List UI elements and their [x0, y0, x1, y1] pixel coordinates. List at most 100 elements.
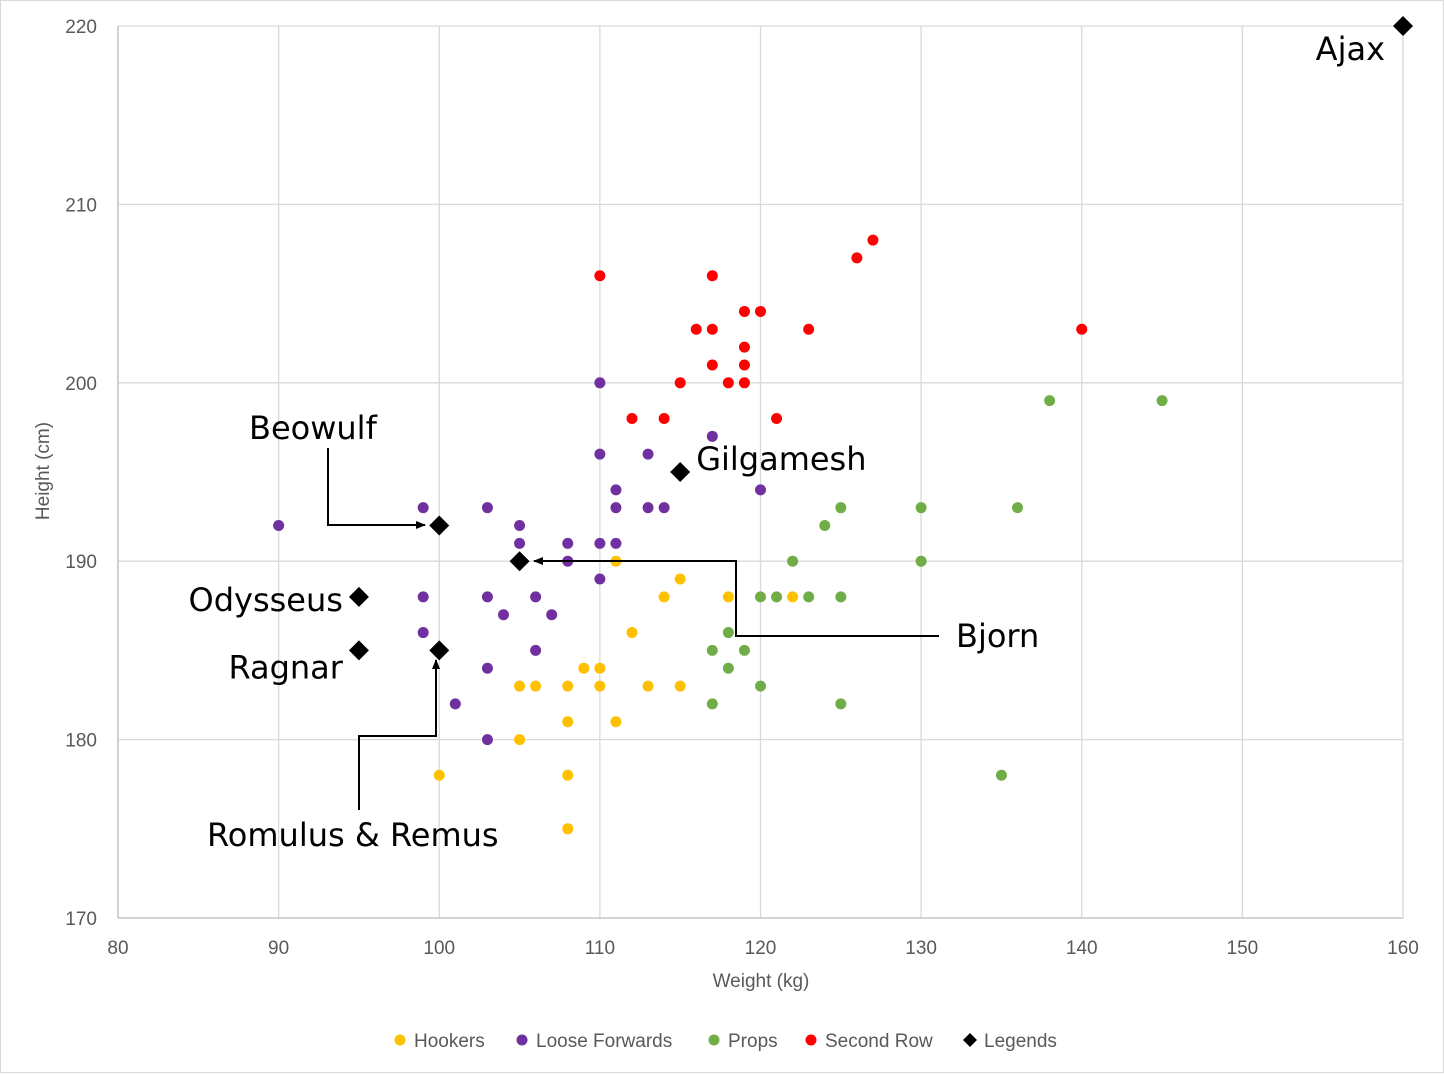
point-second-row	[851, 252, 863, 264]
point-second-row	[706, 323, 718, 335]
point-loose-forwards	[514, 537, 526, 549]
legend-marker-props	[708, 1034, 720, 1046]
point-loose-forwards	[514, 520, 526, 532]
y-tick-label: 190	[65, 552, 97, 573]
point-loose-forwards	[417, 502, 429, 514]
legend-label-props: Props	[728, 1031, 778, 1052]
legend-label-legends: Legends	[984, 1031, 1057, 1052]
beowulf-leader	[327, 448, 426, 529]
point-loose-forwards	[417, 627, 429, 639]
annotation-label: Beowulf	[249, 409, 378, 447]
point-props	[755, 680, 766, 692]
legend-label-hookers: Hookers	[414, 1031, 485, 1052]
point-loose-forwards	[417, 591, 429, 603]
point-props	[1156, 395, 1168, 407]
y-tick-label: 210	[65, 195, 97, 216]
annotation-label: Odysseus	[189, 581, 343, 619]
x-tick-labels: 80 90 100 110 120 130 140 150 160	[107, 938, 1418, 959]
point-props	[803, 591, 815, 603]
point-props	[835, 698, 847, 710]
point-legends	[348, 586, 369, 607]
y-tick-label: 180	[65, 731, 97, 752]
point-loose-forwards	[658, 502, 670, 514]
point-loose-forwards	[594, 573, 606, 585]
point-props	[706, 698, 718, 710]
y-tick-label: 200	[65, 374, 97, 395]
point-second-row	[722, 377, 734, 389]
point-loose-forwards	[530, 644, 542, 656]
x-tick-label: 130	[905, 938, 937, 959]
point-second-row	[755, 305, 766, 317]
point-props	[738, 644, 750, 656]
annotations: Ajax Gilgamesh Beowulf Bjorn Odysseus Ragnar R…	[189, 30, 1385, 854]
x-tick-label: 140	[1066, 938, 1098, 959]
gridlines	[117, 25, 1404, 919]
point-second-row	[706, 270, 718, 282]
legend-label-loose-forwards: Loose Forwards	[536, 1031, 672, 1052]
point-props	[819, 520, 831, 532]
point-props	[1012, 502, 1023, 514]
point-second-row	[738, 341, 750, 353]
x-tick-label: 100	[423, 938, 455, 959]
point-loose-forwards	[481, 591, 493, 603]
x-tick-label: 160	[1387, 938, 1419, 959]
point-second-row	[738, 377, 750, 389]
legend-marker-legends	[963, 1033, 977, 1047]
point-props	[915, 555, 927, 567]
point-legends	[670, 462, 691, 482]
y-tick-label: 220	[65, 17, 97, 38]
point-loose-forwards	[594, 448, 606, 460]
point-props	[1044, 395, 1056, 407]
x-tick-label: 80	[107, 938, 128, 959]
annotation-label: Gilgamesh	[696, 440, 866, 478]
point-props	[755, 591, 766, 603]
point-second-row	[658, 412, 670, 424]
point-hookers	[658, 591, 670, 603]
point-hookers	[642, 680, 654, 692]
legend: Hookers Loose Forwards Props Second Row Lege…	[394, 1031, 1057, 1052]
point-loose-forwards	[546, 609, 558, 621]
point-second-row	[706, 359, 718, 371]
point-props	[787, 555, 799, 567]
point-legends	[509, 551, 530, 572]
point-hookers	[674, 573, 686, 585]
point-props	[722, 662, 734, 674]
romulus-remus-leader	[358, 659, 440, 810]
x-tick-label: 110	[585, 938, 615, 959]
point-second-row	[867, 234, 879, 246]
point-loose-forwards	[498, 609, 509, 621]
y-tick-label: 170	[65, 909, 97, 930]
annotation-label: Ajax	[1316, 30, 1385, 68]
point-second-row	[594, 270, 606, 282]
point-hookers	[578, 662, 590, 674]
point-second-row	[803, 323, 815, 335]
x-tick-label: 150	[1227, 938, 1259, 959]
point-legends	[348, 640, 369, 661]
point-props	[915, 502, 927, 514]
point-loose-forwards	[610, 484, 622, 496]
y-axis-title: Height (cm)	[33, 422, 54, 520]
point-loose-forwards	[642, 502, 654, 514]
point-hookers	[787, 591, 799, 603]
legend-marker-hookers	[394, 1034, 406, 1046]
y-tick-labels: 170 180 190 200 210 220	[65, 17, 97, 930]
point-second-row	[674, 377, 686, 389]
point-legends	[429, 640, 450, 661]
point-legends	[1393, 16, 1413, 36]
point-hookers	[530, 680, 542, 692]
point-hookers	[722, 591, 734, 603]
x-axis-title: Weight (kg)	[713, 971, 810, 992]
point-second-row	[771, 412, 783, 424]
annotation-label: Ragnar	[228, 648, 343, 686]
data-points	[273, 16, 1413, 835]
point-props	[995, 769, 1007, 781]
point-hookers	[594, 680, 606, 692]
point-hookers	[562, 680, 574, 692]
point-loose-forwards	[642, 448, 654, 460]
point-loose-forwards	[481, 662, 493, 674]
point-hookers	[514, 680, 526, 692]
point-hookers	[610, 716, 622, 728]
point-hookers	[433, 769, 445, 781]
point-legends	[429, 515, 450, 536]
point-loose-forwards	[481, 502, 493, 514]
